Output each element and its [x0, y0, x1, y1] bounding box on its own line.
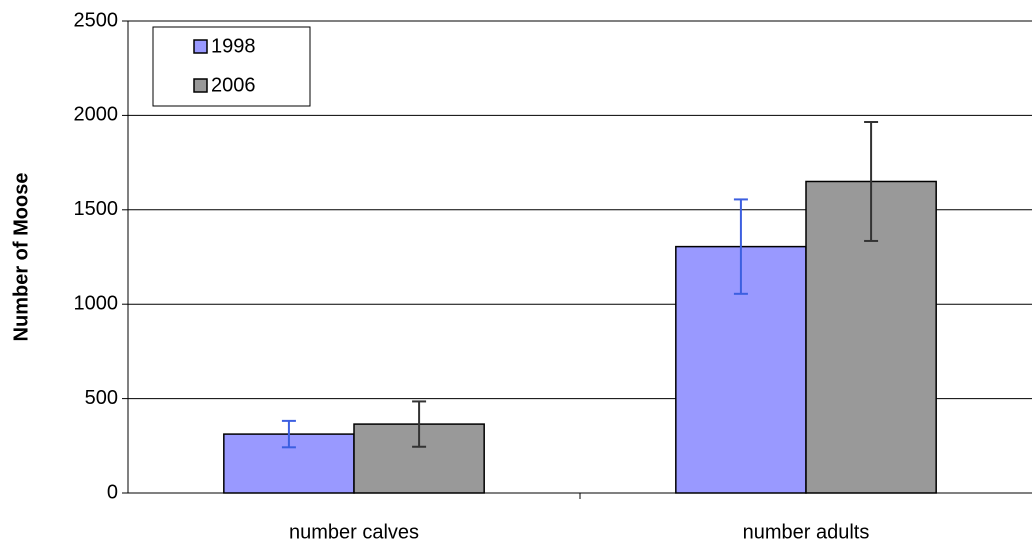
legend-label: 1998 — [211, 35, 256, 57]
y-tick-label: 500 — [85, 387, 118, 409]
x-tick-label: number calves — [289, 521, 419, 543]
x-tick-label: number adults — [743, 521, 870, 543]
y-tick-label: 1000 — [74, 292, 119, 314]
y-tick-label: 2000 — [74, 104, 119, 126]
y-tick-label: 1500 — [74, 198, 119, 220]
legend-box — [152, 26, 311, 107]
y-tick-label: 0 — [107, 481, 118, 503]
legend-swatch — [193, 78, 208, 93]
y-axis-label: Number of Moose — [10, 173, 32, 342]
y-tick-label: 2500 — [74, 9, 119, 31]
legend-label: 2006 — [211, 74, 256, 96]
legend-swatch — [193, 39, 208, 54]
